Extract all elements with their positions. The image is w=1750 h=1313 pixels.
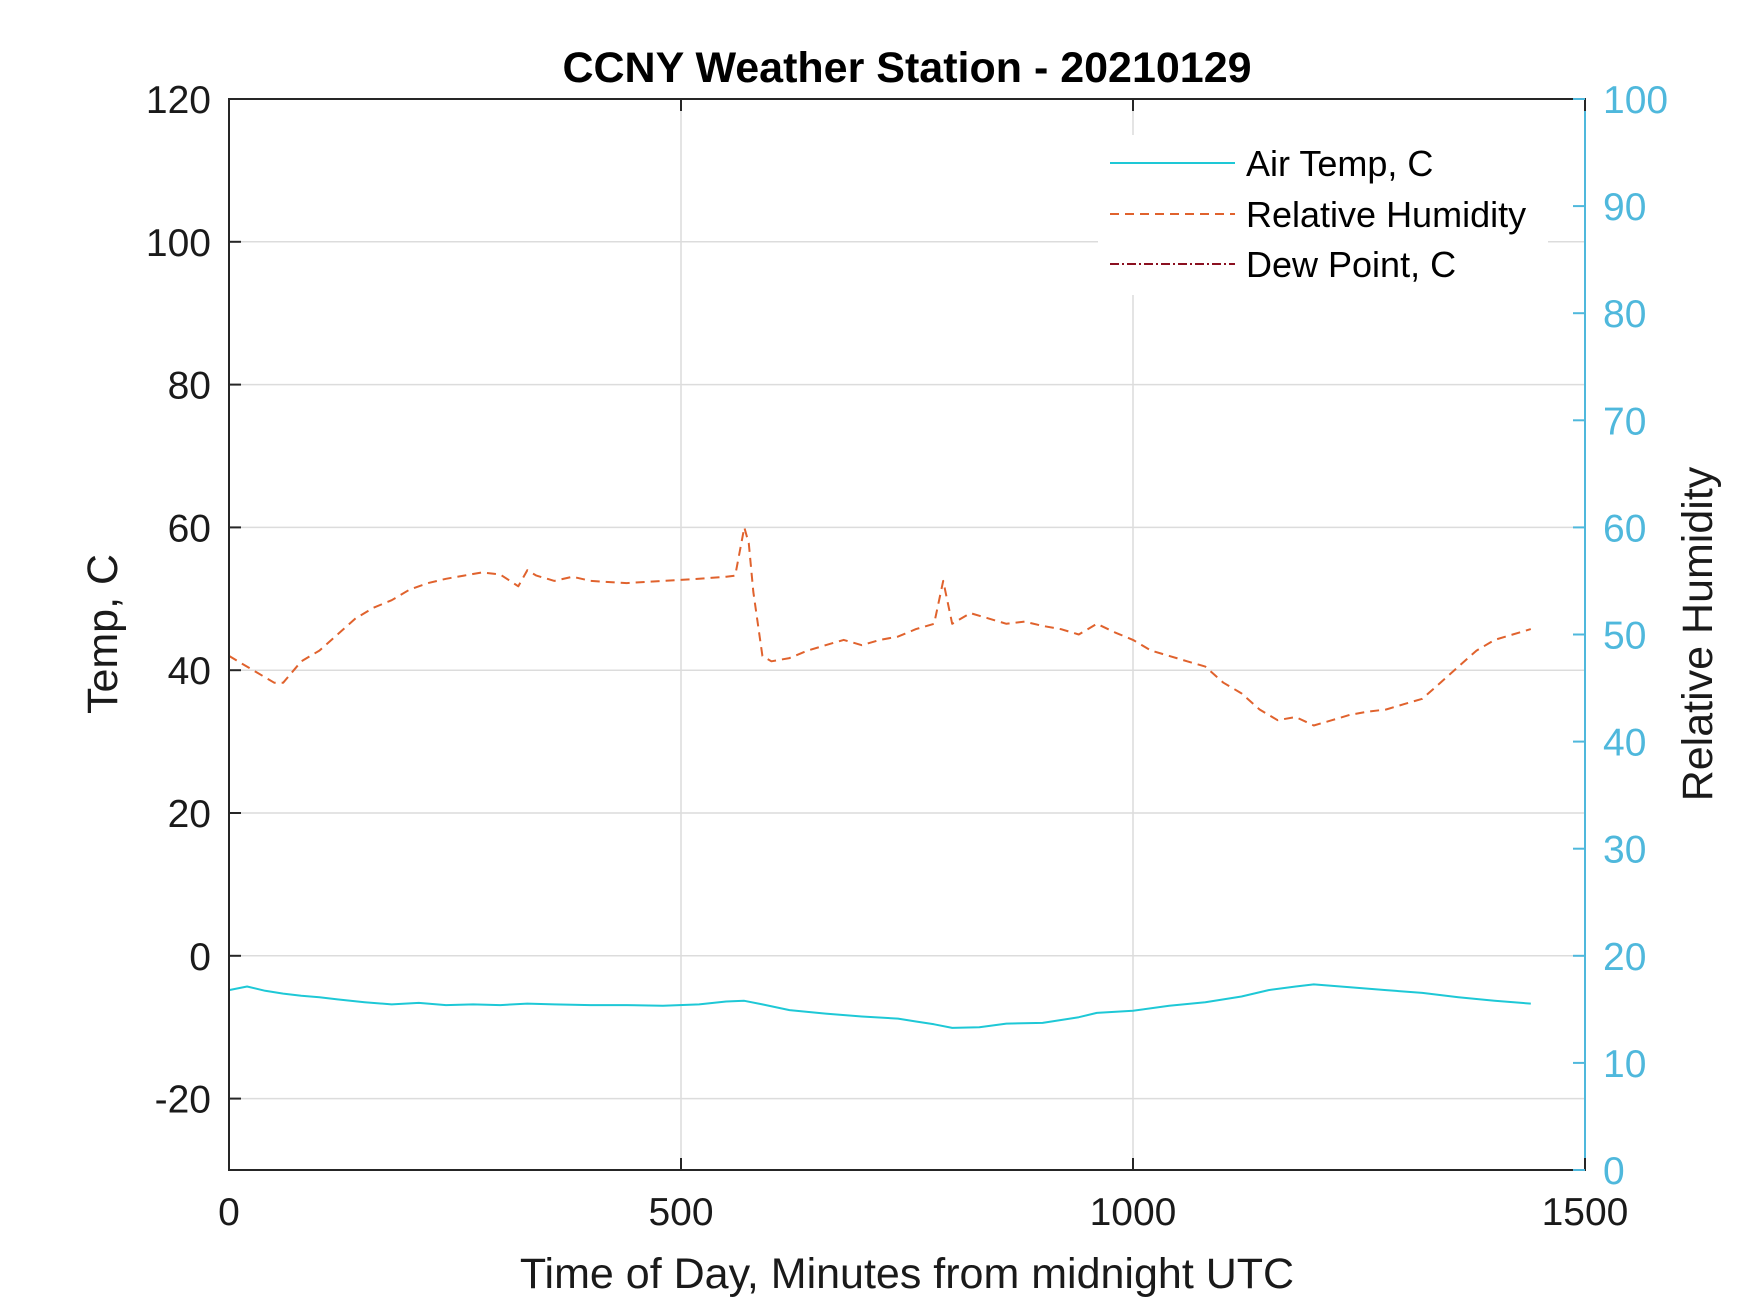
y-axis-label-left: Temp, C	[79, 554, 127, 714]
y-tick-label-left: 20	[168, 793, 211, 836]
y-tick-label-left: 40	[168, 650, 211, 693]
series-layer	[228, 526, 1532, 1029]
y-tick-label-left: 0	[189, 936, 211, 979]
y-tick-label-right: 20	[1603, 936, 1646, 979]
y-tick-label-right: 60	[1603, 507, 1646, 550]
y-tick-label-right: 80	[1603, 293, 1646, 336]
ticks	[228, 98, 1586, 1171]
y-tick-label-right: 50	[1603, 615, 1646, 658]
y-tick-label-left: 100	[146, 222, 211, 265]
legend-label-dew-point: Dew Point, C	[1246, 244, 1456, 285]
legend-label-air-temp: Air Temp, C	[1246, 143, 1433, 184]
y-tick-label-left: -20	[155, 1079, 211, 1122]
y-tick-label-right: 100	[1603, 79, 1668, 122]
x-axis-label: Time of Day, Minutes from midnight UTC	[520, 1250, 1294, 1298]
y-tick-label-right: 40	[1603, 722, 1646, 765]
series-line-air-temp-c	[228, 983, 1531, 1029]
tick-labels: 0 500 1000 1500 -20 0 20 40 60 80 100 120 0 10 20 30 40 5…	[146, 79, 1668, 1234]
y-tick-label-right: 30	[1603, 829, 1646, 872]
legend: Air Temp, C Relative Humidity Dew Point,…	[1098, 135, 1548, 295]
x-tick-label: 500	[648, 1191, 713, 1234]
legend-label-relative-humidity: Relative Humidity	[1246, 194, 1526, 235]
y-tick-label-right: 0	[1603, 1150, 1625, 1193]
x-tick-label: 1500	[1542, 1191, 1629, 1234]
x-tick-label: 0	[218, 1191, 240, 1234]
y-tick-label-left: 60	[168, 507, 211, 550]
y-tick-label-right: 10	[1603, 1043, 1646, 1086]
y-axis-label-right: Relative Humidity	[1674, 466, 1722, 801]
x-tick-label: 1000	[1090, 1191, 1177, 1234]
y-tick-label-right: 70	[1603, 400, 1646, 443]
y-tick-label-right: 90	[1603, 186, 1646, 229]
grid	[229, 99, 1585, 1170]
y-tick-label-left: 120	[146, 79, 211, 122]
chart-title: CCNY Weather Station - 20210129	[562, 44, 1251, 92]
series-line-relative-humidity	[228, 526, 1532, 727]
y-tick-label-left: 80	[168, 365, 211, 408]
